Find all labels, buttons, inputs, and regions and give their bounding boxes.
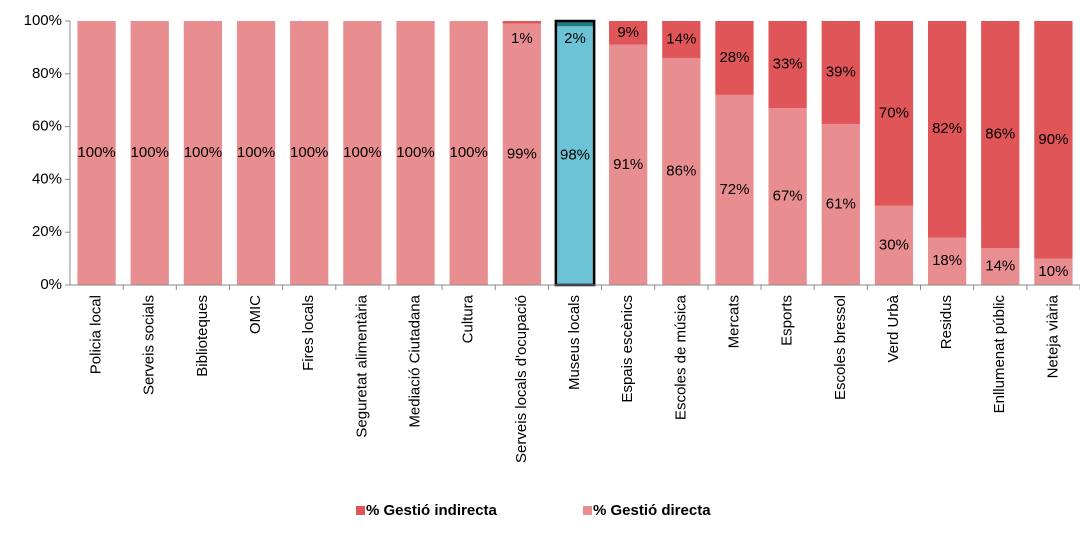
data-label: 9% bbox=[617, 24, 639, 41]
x-tick-label: Residus bbox=[938, 295, 955, 349]
bar-segment bbox=[555, 26, 595, 286]
data-label: 100% bbox=[396, 144, 434, 161]
y-tick-label: 20% bbox=[32, 223, 62, 240]
x-tick-label: Espais escènics bbox=[619, 295, 636, 403]
bar-segment bbox=[555, 21, 595, 27]
x-tick-label: Cultura bbox=[460, 294, 477, 343]
data-label: 98% bbox=[560, 147, 590, 164]
data-label: 28% bbox=[719, 49, 749, 66]
bar-segment bbox=[343, 21, 382, 285]
x-tick-label: Serveis locals d'ocupació bbox=[513, 295, 530, 463]
data-label: 14% bbox=[985, 257, 1015, 274]
bar-segment bbox=[1034, 258, 1073, 285]
bar-segment bbox=[1034, 21, 1073, 259]
data-label: 86% bbox=[985, 125, 1015, 142]
bar-segment bbox=[768, 108, 807, 286]
legend-label: % Gestió indirecta bbox=[366, 502, 498, 519]
bar-segment bbox=[981, 248, 1020, 285]
x-tick-label: Escoles bressol bbox=[832, 295, 849, 400]
bar-segment bbox=[927, 21, 967, 238]
legend-label: % Gestió directa bbox=[593, 502, 711, 519]
bar-segment bbox=[715, 21, 754, 95]
bar-segment bbox=[821, 21, 860, 124]
data-label: 100% bbox=[77, 144, 115, 161]
x-tick-label: Enllumenat públic bbox=[991, 295, 1008, 414]
data-label: 61% bbox=[826, 195, 856, 212]
x-tick-label: Biblioteques bbox=[194, 295, 211, 377]
data-label: 100% bbox=[237, 144, 275, 161]
bar-segment bbox=[449, 21, 488, 285]
legend-swatch bbox=[583, 506, 592, 515]
data-label: 14% bbox=[666, 30, 696, 47]
data-label: 82% bbox=[932, 120, 962, 137]
x-tick-label: Policia local bbox=[88, 295, 105, 374]
x-tick-label: Esports bbox=[779, 295, 796, 346]
x-tick-label: Serveis socials bbox=[141, 295, 158, 395]
y-tick-label: 40% bbox=[32, 170, 62, 187]
bar-segment bbox=[290, 21, 329, 285]
bar-segment bbox=[662, 21, 701, 58]
bar-segment bbox=[236, 21, 276, 285]
x-tick-label: Seguretat alimentària bbox=[353, 294, 370, 437]
legend-swatch bbox=[356, 506, 365, 515]
data-label: 1% bbox=[511, 30, 533, 47]
x-tick-label: Escoles de música bbox=[672, 294, 689, 420]
data-label: 10% bbox=[1038, 263, 1068, 280]
bar-segment bbox=[927, 237, 967, 285]
bar-segment bbox=[874, 21, 914, 206]
bar-segment bbox=[183, 21, 223, 285]
data-label: 2% bbox=[564, 30, 586, 47]
data-label: 39% bbox=[826, 63, 856, 80]
x-tick-label: Fires locals bbox=[300, 295, 317, 371]
bar-segment bbox=[981, 21, 1020, 249]
data-label: 18% bbox=[932, 252, 962, 269]
data-label: 100% bbox=[343, 144, 381, 161]
bar-segment bbox=[662, 57, 701, 286]
bar-segment bbox=[768, 21, 807, 109]
x-tick-label: Mercats bbox=[725, 295, 742, 348]
bar-segment bbox=[609, 21, 648, 45]
data-label: 100% bbox=[131, 144, 169, 161]
data-label: 91% bbox=[613, 156, 643, 173]
data-label: 30% bbox=[879, 236, 909, 253]
data-label: 67% bbox=[773, 188, 803, 205]
x-tick-label: Neteja viària bbox=[1044, 294, 1061, 378]
y-tick-label: 60% bbox=[32, 118, 62, 135]
data-label: 72% bbox=[719, 181, 749, 198]
data-label: 70% bbox=[879, 104, 909, 121]
data-label: 90% bbox=[1038, 131, 1068, 148]
bar-segment bbox=[609, 44, 648, 286]
data-label: 100% bbox=[449, 144, 487, 161]
x-tick-label: OMIC bbox=[247, 295, 264, 334]
bar-segment bbox=[502, 21, 541, 24]
data-label: 100% bbox=[290, 144, 328, 161]
x-tick-label: Verd Urbà bbox=[885, 294, 902, 362]
bar-segment bbox=[821, 123, 860, 286]
bar-segment bbox=[77, 21, 116, 285]
x-tick-label: Museus locals bbox=[566, 295, 583, 390]
y-tick-label: 80% bbox=[32, 65, 62, 82]
y-tick-label: 100% bbox=[24, 12, 62, 29]
x-tick-label: Mediació Ciutadana bbox=[406, 294, 423, 427]
bar-segment bbox=[874, 205, 914, 285]
data-label: 100% bbox=[184, 144, 222, 161]
data-label: 33% bbox=[773, 56, 803, 73]
bar-segment bbox=[130, 21, 169, 285]
y-tick-label: 0% bbox=[40, 276, 62, 293]
data-label: 99% bbox=[507, 145, 537, 162]
bar-segment bbox=[396, 21, 435, 285]
data-label: 86% bbox=[666, 162, 696, 179]
bar-segment bbox=[715, 94, 754, 285]
bar-segment bbox=[502, 23, 541, 285]
